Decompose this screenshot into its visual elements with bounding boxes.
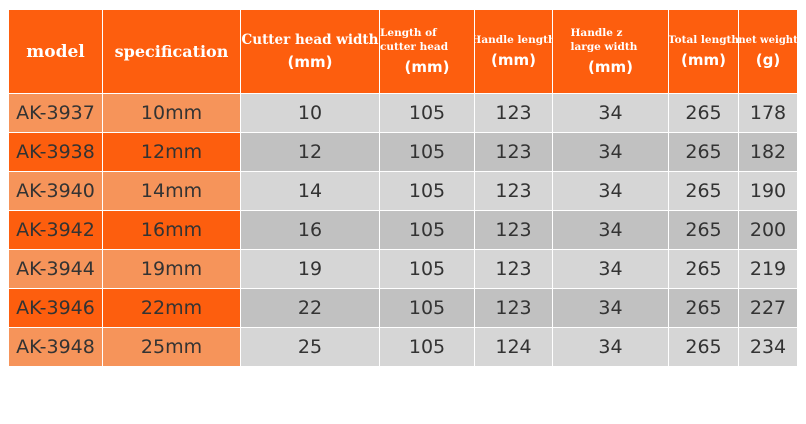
header-net-weight-unit: (g) xyxy=(755,50,781,69)
cutter-head-width-cell: 10 xyxy=(240,93,380,133)
header-net-weight: net weight (g) xyxy=(738,9,798,94)
header-handle-large-width-title: Handle z large width xyxy=(570,27,638,53)
model-cell: AK-3948 xyxy=(8,327,103,367)
specification-cell: 19mm xyxy=(102,249,241,289)
table-row: AK-3944 19mm 19 105 123 34 265 219 xyxy=(8,249,798,289)
model-cell: AK-3938 xyxy=(8,132,103,172)
header-handle-length-title: Handle length xyxy=(474,34,553,47)
net-weight-cell: 227 xyxy=(738,288,798,328)
cutter-head-length-cell: 105 xyxy=(379,132,475,172)
table-row: AK-3942 16mm 16 105 123 34 265 200 xyxy=(8,210,798,250)
cutter-head-width-cell: 22 xyxy=(240,288,380,328)
table-row: AK-3948 25mm 25 105 124 34 265 234 xyxy=(8,327,798,367)
handle-width-cell: 34 xyxy=(552,249,669,289)
total-length-cell: 265 xyxy=(668,210,739,250)
cutter-head-length-cell: 105 xyxy=(379,171,475,211)
table-row: AK-3938 12mm 12 105 123 34 265 182 xyxy=(8,132,798,172)
header-model: model xyxy=(8,9,103,94)
total-length-cell: 265 xyxy=(668,93,739,133)
handle-width-cell: 34 xyxy=(552,171,669,211)
header-cutter-head-length: Length of cutter head (mm) xyxy=(379,9,475,94)
header-cutter-head-width-title: Cutter head width xyxy=(241,32,379,49)
net-weight-cell: 190 xyxy=(738,171,798,211)
net-weight-cell: 200 xyxy=(738,210,798,250)
handle-width-cell: 34 xyxy=(552,93,669,133)
cutter-head-width-cell: 12 xyxy=(240,132,380,172)
header-total-length-unit: (mm) xyxy=(681,50,726,69)
model-cell: AK-3942 xyxy=(8,210,103,250)
specification-cell: 22mm xyxy=(102,288,241,328)
specification-cell: 25mm xyxy=(102,327,241,367)
net-weight-cell: 219 xyxy=(738,249,798,289)
spec-table: model specification Cutter head width (m… xyxy=(8,9,798,367)
handle-width-cell: 34 xyxy=(552,132,669,172)
cutter-head-length-cell: 105 xyxy=(379,210,475,250)
cutter-head-width-cell: 25 xyxy=(240,327,380,367)
specification-cell: 10mm xyxy=(102,93,241,133)
specification-cell: 14mm xyxy=(102,171,241,211)
model-cell: AK-3946 xyxy=(8,288,103,328)
header-net-weight-title: net weight xyxy=(738,34,798,46)
total-length-cell: 265 xyxy=(668,132,739,172)
header-cutter-head-width: Cutter head width (mm) xyxy=(240,9,380,94)
header-handle-length-unit: (mm) xyxy=(491,50,536,69)
handle-length-cell: 124 xyxy=(474,327,553,367)
header-handle-large-width: Handle z large width (mm) xyxy=(552,9,669,94)
handle-width-cell: 34 xyxy=(552,210,669,250)
model-cell: AK-3937 xyxy=(8,93,103,133)
cutter-head-length-cell: 105 xyxy=(379,93,475,133)
header-total-length-title: Total length xyxy=(668,34,739,47)
header-row: model specification Cutter head width (m… xyxy=(8,9,798,94)
cutter-head-width-cell: 14 xyxy=(240,171,380,211)
total-length-cell: 265 xyxy=(668,288,739,328)
header-handle-length: Handle length (mm) xyxy=(474,9,553,94)
specification-cell: 16mm xyxy=(102,210,241,250)
table-row: AK-3940 14mm 14 105 123 34 265 190 xyxy=(8,171,798,211)
net-weight-cell: 234 xyxy=(738,327,798,367)
header-cutter-head-length-unit: (mm) xyxy=(404,57,450,76)
cutter-head-length-cell: 105 xyxy=(379,288,475,328)
model-cell: AK-3944 xyxy=(8,249,103,289)
table-row: AK-3937 10mm 10 105 123 34 265 178 xyxy=(8,93,798,133)
header-total-length: Total length (mm) xyxy=(668,9,739,94)
total-length-cell: 265 xyxy=(668,327,739,367)
header-model-label: model xyxy=(26,41,85,62)
specification-cell: 12mm xyxy=(102,132,241,172)
model-cell: AK-3940 xyxy=(8,171,103,211)
handle-length-cell: 123 xyxy=(474,249,553,289)
header-cutter-head-length-title: Length of cutter head xyxy=(380,27,449,53)
cutter-head-width-cell: 16 xyxy=(240,210,380,250)
header-specification-label: specification xyxy=(114,42,229,61)
net-weight-cell: 182 xyxy=(738,132,798,172)
cutter-head-width-cell: 19 xyxy=(240,249,380,289)
net-weight-cell: 178 xyxy=(738,93,798,133)
handle-length-cell: 123 xyxy=(474,171,553,211)
handle-width-cell: 34 xyxy=(552,288,669,328)
handle-length-cell: 123 xyxy=(474,132,553,172)
handle-length-cell: 123 xyxy=(474,210,553,250)
handle-width-cell: 34 xyxy=(552,327,669,367)
header-specification: specification xyxy=(102,9,241,94)
total-length-cell: 265 xyxy=(668,171,739,211)
handle-length-cell: 123 xyxy=(474,288,553,328)
total-length-cell: 265 xyxy=(668,249,739,289)
handle-length-cell: 123 xyxy=(474,93,553,133)
cutter-head-length-cell: 105 xyxy=(379,327,475,367)
table-row: AK-3946 22mm 22 105 123 34 265 227 xyxy=(8,288,798,328)
header-handle-large-width-unit: (mm) xyxy=(588,57,633,76)
cutter-head-length-cell: 105 xyxy=(379,249,475,289)
header-cutter-head-width-unit: (mm) xyxy=(287,52,333,71)
